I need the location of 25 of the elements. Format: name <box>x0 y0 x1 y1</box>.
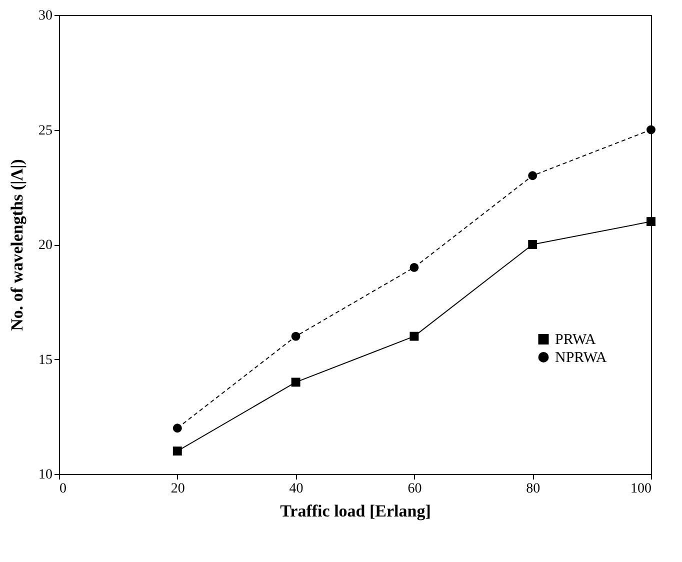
y-tick-label: 20 <box>38 238 52 253</box>
point <box>410 262 419 272</box>
point <box>528 171 538 180</box>
x-tick-label: 0 <box>60 482 66 496</box>
point <box>410 332 419 341</box>
x-tick-label: 20 <box>170 482 185 496</box>
point <box>172 446 182 456</box>
x-tick-label: 60 <box>408 482 422 496</box>
y-tick-label: 15 <box>38 352 52 368</box>
y-tick-label: 25 <box>38 123 52 138</box>
x-tick-label: 80 <box>526 482 540 496</box>
point <box>528 240 538 249</box>
y-tick-label: 30 <box>38 8 52 24</box>
y-tick-label: 10 <box>38 468 52 482</box>
x-tick-label: 100 <box>630 482 652 496</box>
y-axis-title: No. of wavelengths (|Λ|) <box>8 159 26 331</box>
x-axis-title: Traffic load [Erlang] <box>280 502 431 520</box>
point <box>646 217 656 226</box>
point <box>172 424 182 433</box>
point <box>291 378 300 387</box>
point <box>646 125 656 134</box>
legend-label: NPRWA <box>555 350 607 366</box>
point <box>291 332 300 341</box>
legend-label: PRWA <box>555 332 596 348</box>
x-tick-label: 40 <box>289 482 304 496</box>
